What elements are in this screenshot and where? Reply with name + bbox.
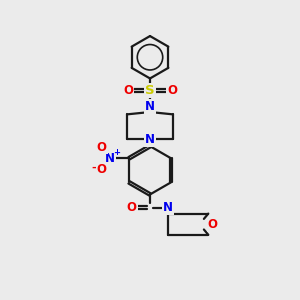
Text: S: S [145,84,155,97]
Text: +: + [113,148,120,158]
Text: O: O [97,163,107,176]
Text: O: O [127,201,137,214]
Text: O: O [167,84,177,97]
Text: N: N [163,201,173,214]
Text: N: N [145,133,155,146]
Text: O: O [97,141,107,154]
Text: O: O [123,84,133,97]
Text: -: - [91,163,96,173]
Text: O: O [208,218,218,231]
Text: N: N [145,100,155,112]
Text: N: N [105,152,115,165]
